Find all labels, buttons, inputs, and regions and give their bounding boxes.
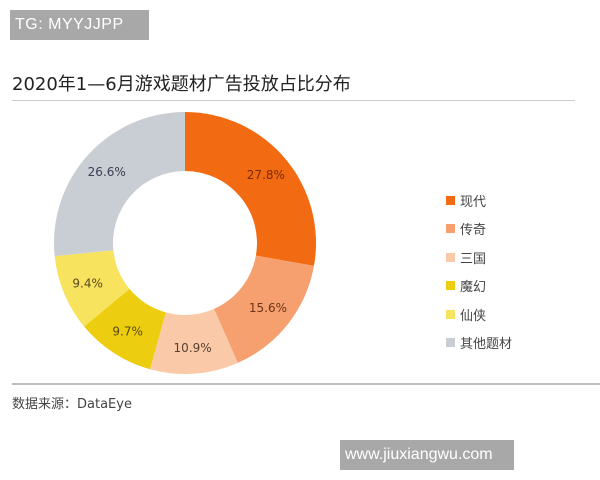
slice-label: 26.6% (88, 165, 126, 179)
legend-item: 传奇 (446, 215, 512, 244)
legend-label: 仙侠 (460, 308, 487, 324)
slice-label: 9.4% (72, 277, 103, 291)
legend-label: 现代 (460, 194, 487, 210)
legend-swatch-icon (446, 252, 455, 262)
watermark-bottom: www.jiuxiangwu.com (340, 440, 514, 470)
slice-label: 9.7% (112, 325, 143, 339)
legend-label: 传奇 (460, 223, 487, 239)
donut-chart: 27.8% 15.6% 10.9% 9.7% 9.4% 26.6% (53, 112, 317, 374)
title-divider (12, 100, 575, 101)
chart-legend: 现代传奇三国魔幻仙侠其他题材 (446, 186, 512, 357)
legend-label: 其他题材 (460, 337, 513, 353)
slice-label: 15.6% (249, 301, 287, 315)
legend-item: 三国 (446, 243, 512, 272)
slice-2 (214, 255, 314, 363)
legend-swatch-icon (446, 224, 455, 234)
watermark-top: TG: MYYJJPP (10, 10, 149, 40)
slice-label: 27.8% (247, 168, 285, 182)
slice-1 (185, 112, 317, 266)
slice-label: 10.9% (174, 341, 212, 355)
legend-swatch-icon (446, 338, 455, 348)
slice-6 (53, 112, 185, 257)
legend-item: 魔幻 (446, 272, 512, 301)
legend-label: 三国 (460, 251, 487, 267)
slice-3 (150, 308, 238, 374)
legend-item: 仙侠 (446, 300, 512, 329)
slice-4 (84, 288, 166, 370)
legend-swatch-icon (446, 281, 455, 291)
footer-divider (12, 383, 600, 385)
slice-5 (54, 250, 130, 327)
legend-item: 现代 (446, 186, 512, 215)
chart-title: 2020年1—6月游戏题材广告投放占比分布 (12, 74, 351, 95)
legend-swatch-icon (446, 195, 455, 205)
legend-swatch-icon (446, 309, 455, 319)
data-source: 数据来源：DataEye (12, 397, 132, 412)
legend-label: 魔幻 (460, 280, 487, 296)
legend-item: 其他题材 (446, 329, 512, 358)
